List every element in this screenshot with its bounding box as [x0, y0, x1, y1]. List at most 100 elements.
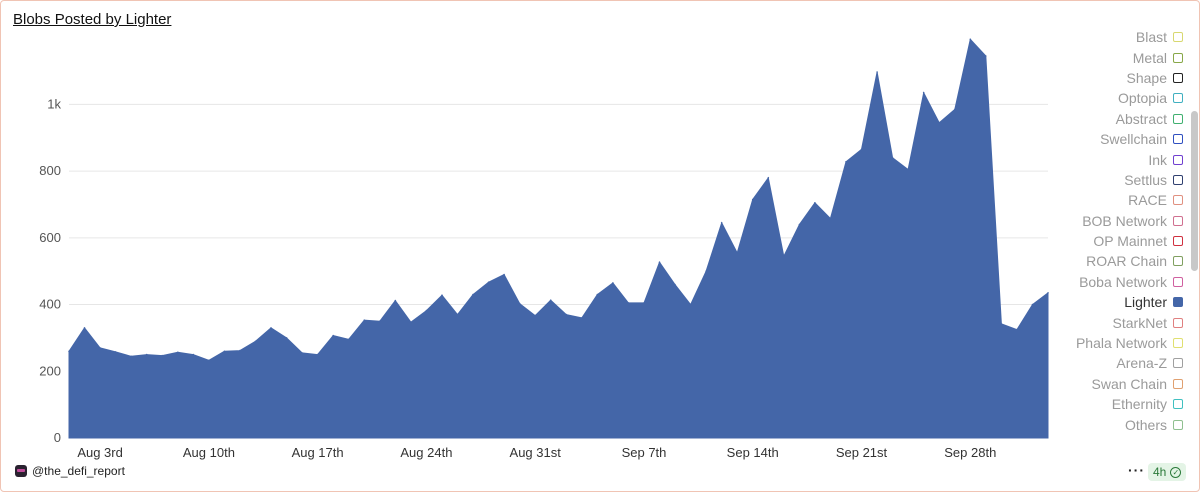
- data-point: [347, 338, 350, 341]
- data-point: [891, 157, 894, 159]
- legend-item-blast[interactable]: Blast: [1059, 27, 1183, 47]
- legend-item-abstract[interactable]: Abstract: [1059, 109, 1183, 129]
- legend-item-bob-network[interactable]: BOB Network: [1059, 211, 1183, 231]
- legend-swatch: [1173, 195, 1183, 206]
- legend-item-shape[interactable]: Shape: [1059, 68, 1183, 88]
- data-point: [643, 302, 645, 304]
- data-point: [285, 337, 288, 339]
- legend-label: Others: [1124, 416, 1167, 433]
- x-tick-label: Sep 28th: [944, 445, 996, 460]
- legend-label: Arena-Z: [1116, 355, 1167, 372]
- legend-label: ROAR Chain: [1086, 253, 1167, 270]
- legend-label: Settlus: [1124, 171, 1167, 188]
- more-options-button[interactable]: ···: [1128, 462, 1145, 478]
- logo-icon: [15, 465, 27, 477]
- legend-swatch: [1173, 215, 1183, 226]
- legend-label: Swellchain: [1100, 131, 1167, 148]
- legend-swatch: [1173, 419, 1183, 430]
- legend-item-settlus[interactable]: Settlus: [1059, 170, 1183, 190]
- y-tick-label: 1k: [47, 96, 61, 111]
- data-point: [549, 299, 552, 302]
- data-point: [922, 91, 925, 94]
- data-point: [456, 313, 459, 316]
- data-point: [161, 354, 163, 357]
- data-point: [130, 355, 132, 358]
- data-point: [985, 55, 987, 57]
- legend-label: Shape: [1126, 69, 1167, 86]
- data-point: [720, 222, 723, 224]
- data-point: [363, 319, 366, 322]
- data-point: [425, 309, 428, 312]
- legend-swatch: [1173, 174, 1183, 185]
- legend-swatch: [1173, 134, 1183, 145]
- legend-label: RACE: [1128, 192, 1167, 209]
- data-point: [518, 302, 521, 305]
- legend-item-metal[interactable]: Metal: [1059, 47, 1183, 67]
- x-tick-label: Sep 7th: [622, 445, 667, 460]
- data-point: [1047, 292, 1049, 294]
- legend-label: Lighter: [1124, 294, 1167, 311]
- data-point: [612, 282, 614, 284]
- data-point: [1000, 323, 1003, 325]
- legend-swatch: [1173, 32, 1183, 43]
- refresh-badge[interactable]: 4h ✓: [1148, 463, 1187, 481]
- legend-label: Blast: [1135, 29, 1167, 46]
- legend-label: OP Mainnet: [1093, 233, 1167, 250]
- legend-item-arena-z[interactable]: Arena-Z: [1059, 353, 1183, 373]
- data-point: [829, 217, 832, 220]
- series-area-lighter: [68, 38, 1049, 439]
- data-point: [954, 108, 956, 111]
- legend-scrollbar[interactable]: [1191, 111, 1198, 271]
- data-point: [534, 314, 536, 317]
- legend-item-others[interactable]: Others: [1059, 414, 1183, 434]
- check-icon: ✓: [1170, 466, 1182, 478]
- legend-label: BOB Network: [1082, 212, 1167, 229]
- legend-swatch: [1173, 338, 1183, 349]
- legend-swatch: [1173, 297, 1183, 308]
- legend-item-optopia[interactable]: Optopia: [1059, 88, 1183, 108]
- legend-swatch: [1173, 72, 1183, 83]
- legend-swatch: [1173, 276, 1183, 287]
- data-point: [814, 202, 816, 204]
- data-point: [223, 350, 226, 353]
- legend-label: Metal: [1132, 49, 1167, 66]
- y-tick-label: 0: [54, 430, 61, 445]
- legend-label: Boba Network: [1079, 273, 1167, 290]
- data-point: [410, 321, 412, 324]
- data-point: [907, 168, 909, 171]
- legend-item-ink[interactable]: Ink: [1059, 149, 1183, 169]
- refresh-label: 4h: [1153, 465, 1167, 479]
- legend-item-ethernity[interactable]: Ethernity: [1059, 394, 1183, 414]
- legend-label: Phala Network: [1075, 335, 1167, 352]
- chart-title[interactable]: Blobs Posted by Lighter: [13, 11, 172, 28]
- data-point: [145, 353, 148, 356]
- data-point: [99, 347, 101, 349]
- legend-swatch: [1173, 93, 1183, 104]
- x-tick-label: Aug 3rd: [77, 445, 123, 460]
- legend-item-roar-chain[interactable]: ROAR Chain: [1059, 251, 1183, 271]
- data-point: [301, 352, 303, 354]
- legend-swatch: [1173, 256, 1183, 267]
- data-point: [674, 283, 676, 286]
- y-tick-label: 200: [39, 363, 61, 378]
- legend-item-swellchain[interactable]: Swellchain: [1059, 129, 1183, 149]
- y-tick-label: 600: [39, 230, 61, 245]
- y-tick-label: 400: [39, 297, 61, 312]
- data-point: [316, 353, 319, 356]
- data-point: [239, 349, 241, 352]
- legend-label: Optopia: [1117, 90, 1167, 107]
- data-point: [441, 294, 443, 297]
- legend-item-race[interactable]: RACE: [1059, 190, 1183, 210]
- legend-swatch: [1173, 154, 1183, 165]
- legend-item-phala-network[interactable]: Phala Network: [1059, 333, 1183, 353]
- legend-item-swan-chain[interactable]: Swan Chain: [1059, 374, 1183, 394]
- legend-item-lighter[interactable]: Lighter: [1059, 292, 1183, 312]
- data-point: [487, 281, 490, 284]
- legend-item-op-mainnet[interactable]: OP Mainnet: [1059, 231, 1183, 251]
- data-point: [114, 351, 117, 353]
- legend-label: Abstract: [1115, 110, 1167, 127]
- x-tick-label: Aug 31st: [510, 445, 562, 460]
- legend-item-starknet[interactable]: StarkNet: [1059, 312, 1183, 332]
- legend-item-boba-network[interactable]: Boba Network: [1059, 272, 1183, 292]
- legend[interactable]: Blast Metal Shape Optopia Abstract Swellchain…: [1059, 27, 1183, 441]
